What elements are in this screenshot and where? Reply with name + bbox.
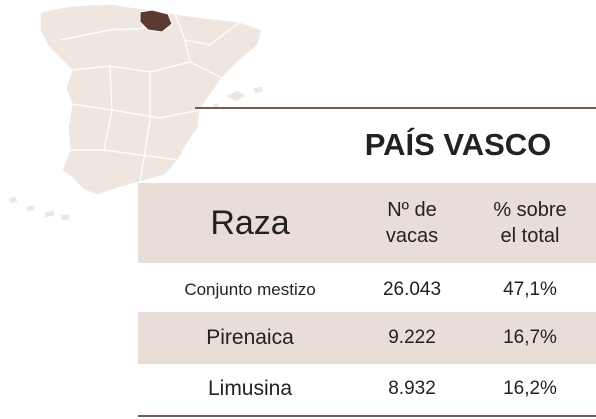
header-cell: Nº de bbox=[387, 199, 437, 221]
spain-map bbox=[7, 3, 265, 222]
row-band bbox=[138, 312, 596, 364]
province-lines bbox=[59, 13, 241, 183]
header-cell: el total bbox=[500, 225, 560, 247]
title: PAÍS VASCO bbox=[364, 127, 552, 162]
table-cell: 16,7% bbox=[503, 326, 557, 348]
header-cell: % sobre bbox=[493, 199, 567, 221]
pais-vasco-region bbox=[139, 9, 173, 33]
header-cell: Raza bbox=[210, 203, 290, 242]
peninsula bbox=[39, 3, 263, 196]
canary-islands bbox=[7, 195, 71, 222]
table-cell: 26.043 bbox=[382, 278, 442, 300]
table-cell: Conjunto mestizo bbox=[184, 279, 316, 299]
table-cell: 9.222 bbox=[388, 326, 436, 348]
table-cell: 47,1% bbox=[503, 278, 557, 300]
header-cell: vacas bbox=[385, 225, 439, 247]
table-cell: Pirenaica bbox=[206, 326, 294, 350]
table-cell: 8.932 bbox=[388, 377, 436, 399]
balearic-islands bbox=[211, 85, 265, 110]
top-rule bbox=[195, 107, 596, 109]
table-cell: 16,2% bbox=[503, 377, 557, 399]
bottom-rule bbox=[138, 415, 596, 417]
header-band bbox=[138, 183, 596, 263]
table-cell: Limusina bbox=[207, 377, 293, 401]
